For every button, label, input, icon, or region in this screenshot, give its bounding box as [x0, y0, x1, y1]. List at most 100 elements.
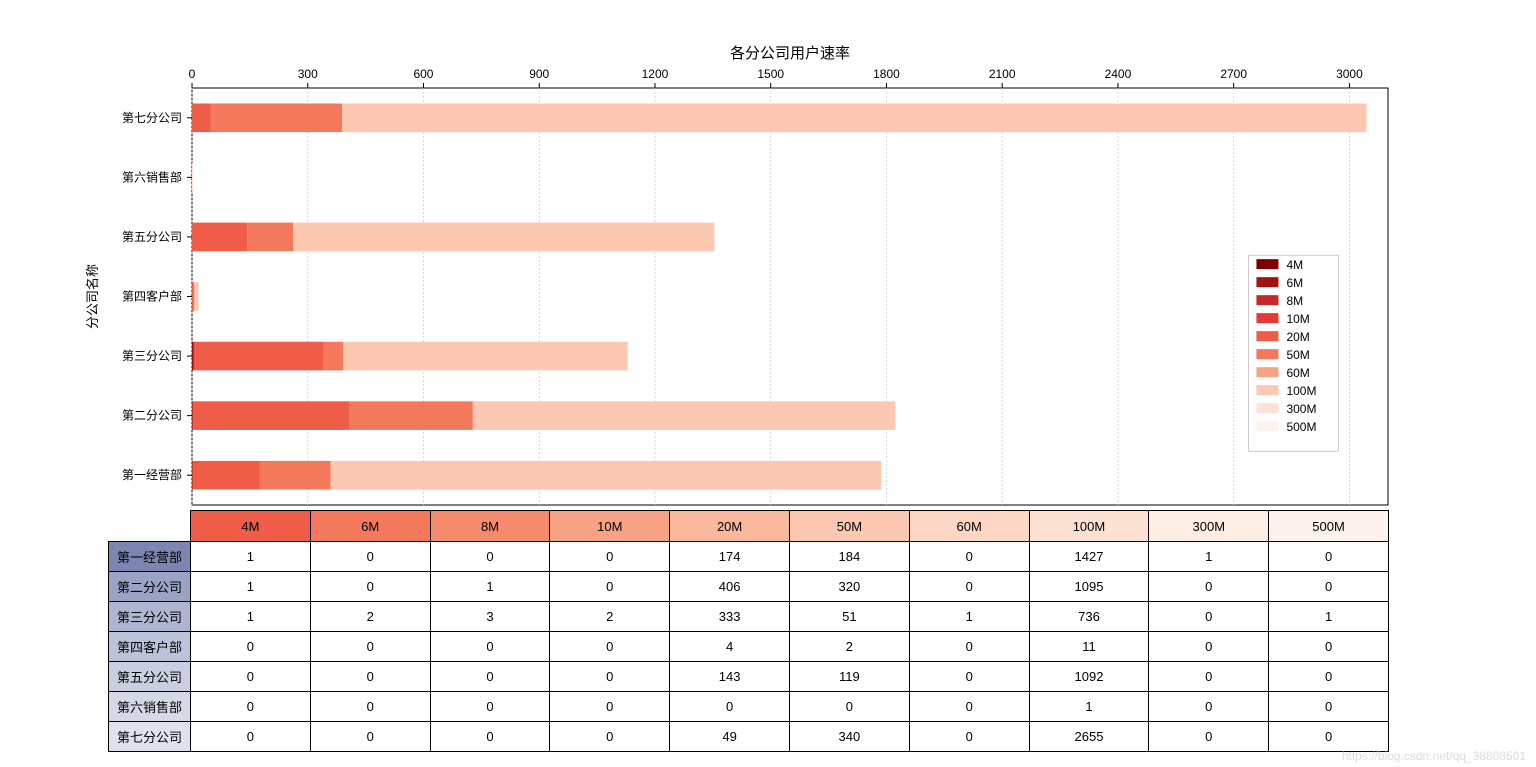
- bar-segment: [192, 282, 194, 311]
- table-cell: 406: [670, 572, 790, 602]
- legend-swatch: [1256, 277, 1278, 287]
- y-tick-label: 第一经营部: [122, 467, 182, 482]
- table-cell: 1: [1149, 542, 1269, 572]
- table-row-label: 第四客户部: [109, 632, 191, 662]
- table-cell: 0: [1269, 572, 1389, 602]
- table-cell: 1: [191, 602, 311, 632]
- legend-swatch: [1256, 313, 1278, 323]
- table-cell: 0: [430, 692, 550, 722]
- table-cell: 0: [550, 692, 670, 722]
- table-cell: 1427: [1029, 542, 1149, 572]
- bar-segment: [192, 342, 193, 371]
- y-tick-label: 第七分公司: [122, 111, 182, 125]
- table-cell: 0: [1149, 722, 1269, 752]
- table-cell: 0: [191, 692, 311, 722]
- table-cell: 333: [670, 602, 790, 632]
- table-cell: 0: [310, 722, 430, 752]
- table-cell: 2: [789, 632, 909, 662]
- x-tick-label: 300: [298, 67, 318, 81]
- bar-segment: [260, 461, 331, 490]
- table-cell: 0: [430, 542, 550, 572]
- table-col-header: 100M: [1029, 511, 1149, 542]
- x-tick-label: 2700: [1220, 67, 1247, 81]
- table-row-label: 第二分公司: [109, 572, 191, 602]
- table-cell: 2655: [1029, 722, 1149, 752]
- table-cell: 0: [670, 692, 790, 722]
- legend-swatch: [1256, 259, 1278, 269]
- table-col-header: 50M: [789, 511, 909, 542]
- table-cell: 1: [909, 602, 1029, 632]
- y-tick-label: 第四客户部: [122, 289, 182, 304]
- x-tick-label: 2100: [989, 67, 1016, 81]
- table-col-header: 10M: [550, 511, 670, 542]
- x-tick-label: 900: [529, 67, 549, 81]
- x-tick-label: 3000: [1336, 67, 1363, 81]
- table-cell: 0: [310, 692, 430, 722]
- table-cell: 0: [310, 662, 430, 692]
- table-col-header: 60M: [909, 511, 1029, 542]
- table-row: 第六销售部0000000100: [109, 692, 1389, 722]
- table-cell: 0: [1149, 602, 1269, 632]
- table-col-header: 500M: [1269, 511, 1389, 542]
- table-cell: 1092: [1029, 662, 1149, 692]
- table-cell: 0: [430, 632, 550, 662]
- bar-segment: [211, 103, 342, 132]
- table-cell: 0: [310, 572, 430, 602]
- x-tick-label: 1200: [642, 67, 669, 81]
- bar-segment: [881, 461, 882, 490]
- table-cell: 0: [430, 722, 550, 752]
- table-cell: 0: [191, 632, 311, 662]
- legend-label: 50M: [1286, 348, 1309, 362]
- table-cell: 1: [430, 572, 550, 602]
- legend-label: 100M: [1286, 384, 1316, 398]
- table-cell: 0: [1149, 662, 1269, 692]
- bar-segment: [194, 282, 195, 311]
- legend-label: 20M: [1286, 330, 1309, 344]
- table-row: 第一经营部10001741840142710: [109, 542, 1389, 572]
- legend-swatch: [1256, 331, 1278, 341]
- legend-swatch: [1256, 403, 1278, 413]
- table-cell: 0: [909, 692, 1029, 722]
- table-col-header: 300M: [1149, 511, 1269, 542]
- legend-label: 300M: [1286, 402, 1316, 416]
- bar-segment: [473, 401, 895, 430]
- bar-segment: [192, 461, 259, 490]
- bar-segment: [194, 342, 195, 371]
- legend-label: 60M: [1286, 366, 1309, 380]
- bar-segment: [344, 342, 628, 371]
- data-table: 4M6M8M10M20M50M60M100M300M500M第一经营部10001…: [108, 510, 1389, 752]
- table-cell: 0: [789, 692, 909, 722]
- table-cell: 0: [430, 662, 550, 692]
- table-col-header: 6M: [310, 511, 430, 542]
- table-row: 第四客户部00004201100: [109, 632, 1389, 662]
- bar-segment: [293, 223, 714, 252]
- table-cell: 0: [1149, 572, 1269, 602]
- table-row: 第七分公司0000493400265500: [109, 722, 1389, 752]
- legend-label: 4M: [1286, 258, 1303, 272]
- table-row-label: 第五分公司: [109, 662, 191, 692]
- bar-segment: [193, 401, 350, 430]
- bar-segment: [192, 163, 193, 192]
- table-cell: 143: [670, 662, 790, 692]
- table-cell: 51: [789, 602, 909, 632]
- bar-segment: [331, 461, 882, 490]
- bar-segment: [342, 103, 1366, 132]
- bar-segment: [192, 223, 247, 252]
- table-cell: 0: [550, 722, 670, 752]
- table-cell: 0: [550, 572, 670, 602]
- table-cell: 0: [550, 632, 670, 662]
- x-tick-label: 1800: [873, 67, 900, 81]
- table-cell: 4: [670, 632, 790, 662]
- table-corner-blank: [109, 511, 191, 542]
- bar-segment: [193, 342, 194, 371]
- table-col-header: 20M: [670, 511, 790, 542]
- y-tick-label: 第二分公司: [122, 409, 182, 423]
- table-cell: 0: [909, 662, 1029, 692]
- legend-swatch: [1256, 349, 1278, 359]
- bar-segment: [628, 342, 629, 371]
- table-cell: 0: [550, 542, 670, 572]
- table-cell: 0: [909, 572, 1029, 602]
- y-tick-label: 第六销售部: [122, 169, 182, 184]
- table-cell: 1: [1029, 692, 1149, 722]
- table-cell: 11: [1029, 632, 1149, 662]
